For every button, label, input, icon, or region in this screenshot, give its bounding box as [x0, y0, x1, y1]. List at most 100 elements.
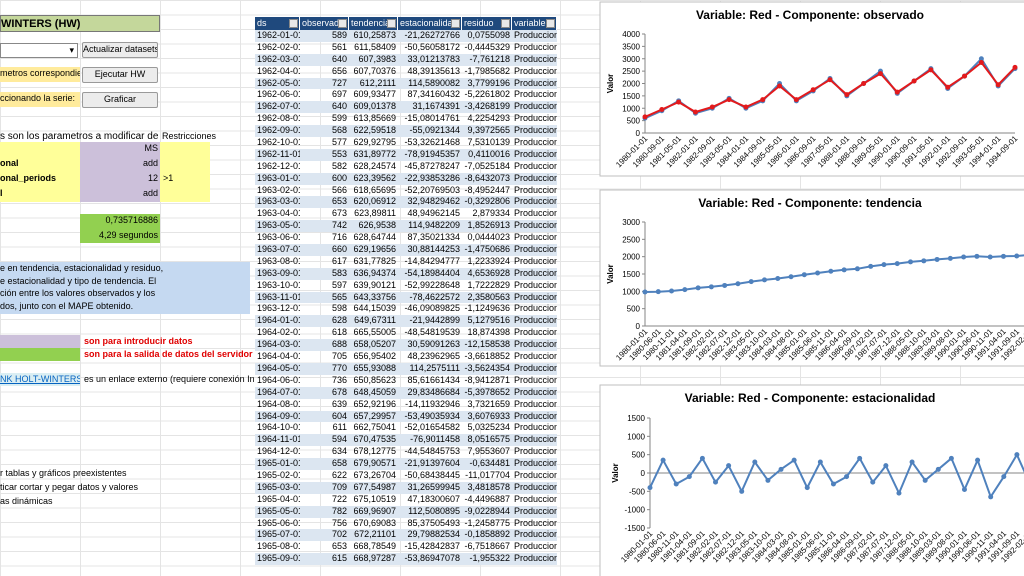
point — [844, 92, 850, 98]
point — [868, 263, 874, 269]
table-cell: 87,35021334 — [407, 232, 460, 243]
table-cell: 85,37505493 — [407, 517, 460, 528]
chart-title: Variable: Red - Componente: observado — [696, 8, 924, 22]
table-cell: 5,0325234 — [467, 422, 510, 433]
point — [778, 466, 784, 472]
plot-button[interactable]: Graficar — [82, 92, 158, 108]
legend-output: son para la salida de datos del servidor — [84, 349, 253, 359]
note-line: ción entre los valores observados y los — [0, 288, 156, 298]
table-cell: 677,54987 — [353, 481, 396, 492]
table-cell: 697 — [331, 89, 347, 100]
table-row: 1965-03-01 709 677,54987 31,26599945 3,48185… — [255, 481, 557, 494]
table-cell: -7,761218 — [469, 53, 510, 64]
table-cell: 3,4818578 — [467, 481, 510, 492]
point — [699, 455, 705, 461]
table-cell: 622,59518 — [353, 125, 396, 136]
table-cell: 1962-09-01 — [257, 125, 300, 136]
point — [894, 261, 900, 267]
table-cell: 5,1279516 — [467, 315, 510, 326]
table-row: 1965-09-01 615 668,97287 -53,86947078 -1,955… — [255, 553, 557, 566]
legend-input: son para introducir datos — [84, 336, 193, 346]
table-cell: -8,4952447 — [464, 184, 510, 195]
point — [788, 274, 794, 280]
table-cell: 1965-09-01 — [257, 553, 300, 564]
table-cell: Produccion — [514, 148, 557, 159]
table-cell: 611,58409 — [354, 41, 396, 52]
table-row: 1965-05-01 782 669,96907 112,5080895 -9,0228… — [255, 505, 557, 518]
point — [928, 67, 934, 73]
table-cell: Produccion — [514, 208, 557, 219]
table-cell: Produccion — [514, 30, 557, 40]
dropdown[interactable]: ▾ — [0, 43, 78, 58]
point — [804, 485, 810, 491]
table-cell: -3,6618852 — [464, 351, 510, 362]
table-cell: 1,2233924 — [467, 255, 510, 266]
table-row: 1964-03-01 688 658,05207 30,59091263 -12,158… — [255, 339, 557, 352]
table-cell: -1,2458775 — [464, 517, 510, 528]
table-cell: Produccion — [514, 303, 557, 314]
chart-frame — [599, 384, 1024, 576]
table-cell: Produccion — [514, 220, 557, 231]
table-cell: 653 — [331, 196, 347, 207]
table-cell: 7,9553607 — [467, 446, 510, 457]
y-tick-label: -1500 — [625, 524, 646, 533]
point — [726, 97, 732, 103]
table-cell: 4,2254293 — [467, 113, 510, 124]
table-row: 1964-06-01 736 650,85623 85,61661434 -8,9412… — [255, 375, 557, 387]
table-cell: 31,26599945 — [407, 481, 460, 492]
point — [642, 289, 648, 295]
table-cell: Produccion — [514, 493, 557, 504]
point — [881, 262, 887, 268]
table-cell: 628,64744 — [353, 232, 396, 243]
y-tick-label: 4000 — [622, 30, 640, 39]
table-cell: -15,08014761 — [404, 113, 460, 124]
run-button[interactable]: Ejecutar HW — [82, 67, 158, 83]
table-cell: Produccion — [514, 101, 557, 112]
update-button[interactable]: Actualizar datasets — [82, 42, 158, 58]
sheet-title: WINTERS (HW) — [0, 15, 160, 32]
table-cell: Produccion — [514, 160, 557, 171]
point — [828, 268, 834, 274]
table-cell: 1963-02-01 — [257, 184, 300, 195]
y-tick-label: 2500 — [622, 235, 640, 244]
point — [761, 277, 767, 283]
table-cell: 1963-09-01 — [257, 267, 300, 278]
table-cell: 47,18300607 — [407, 493, 460, 504]
table-row: 1963-04-01 673 623,89811 48,94962145 2,87933… — [255, 208, 557, 220]
table-cell: 653 — [331, 541, 347, 552]
table-cell: Produccion — [514, 184, 557, 195]
table-cell: 600 — [331, 172, 347, 183]
header-cell: residuo — [462, 17, 512, 30]
table-cell: 656,95402 — [353, 351, 396, 362]
table-cell: Produccion — [514, 434, 557, 445]
table-cell: 48,39135613 — [407, 65, 460, 76]
y-tick-label: 1000 — [622, 287, 640, 296]
y-tick-label: 1500 — [622, 270, 640, 279]
point — [978, 56, 984, 62]
table-cell: Produccion — [514, 327, 557, 338]
table-cell: 631,77825 — [353, 255, 396, 266]
table-cell: -8,9412871 — [464, 374, 510, 385]
table-cell: Produccion — [514, 410, 557, 421]
header-cell: estacionalidad — [398, 17, 462, 30]
table-cell: 594 — [331, 434, 347, 445]
y-tick-label: 3500 — [622, 42, 640, 51]
point — [810, 87, 816, 93]
table-cell: 1964-01-01 — [257, 315, 300, 326]
point — [894, 89, 900, 95]
table-cell: 1962-11-01 — [257, 148, 300, 159]
point — [642, 114, 648, 120]
table-row: 1962-07-01 640 609,01378 31,1674391 -3,42681… — [255, 101, 557, 114]
table-row: 1964-04-01 705 656,95402 48,23962965 -3,6618… — [255, 351, 557, 363]
table-cell: 668,97287 — [353, 553, 396, 564]
point — [722, 282, 728, 288]
table-cell: -1,7985682 — [464, 65, 510, 76]
table-cell: 31,1674391 — [412, 101, 460, 112]
table-cell: 7,5310139 — [467, 137, 510, 148]
table-row: 1965-06-01 756 670,69083 85,37505493 -1,2458… — [255, 518, 557, 530]
table-cell: Produccion — [514, 65, 557, 76]
header-cell: ds — [255, 17, 300, 30]
link[interactable]: NK HOLT-WINTERS — [0, 373, 80, 386]
table-cell: 1964-12-01 — [257, 446, 300, 457]
table-cell: 1965-04-01 — [257, 493, 300, 504]
